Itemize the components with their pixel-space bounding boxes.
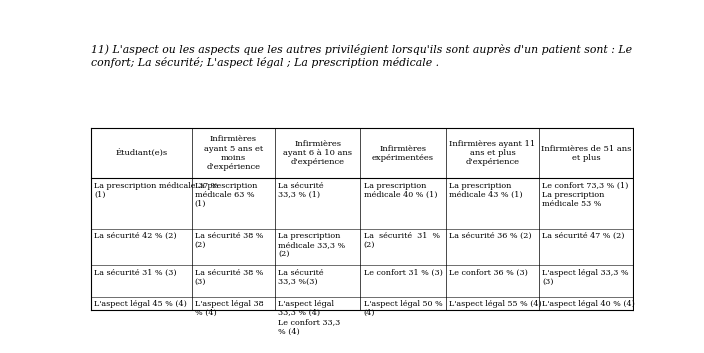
Text: Le confort 73,3 % (1)
La prescription
médicale 53 %: Le confort 73,3 % (1) La prescription mé… <box>542 181 629 208</box>
Text: Infirmières de 51 ans
et plus: Infirmières de 51 ans et plus <box>541 144 631 162</box>
Text: L'aspect légal 45 % (4): L'aspect légal 45 % (4) <box>94 300 187 308</box>
Text: La sécurité 42 % (2): La sécurité 42 % (2) <box>94 232 177 240</box>
FancyBboxPatch shape <box>91 128 632 310</box>
Text: 11) L'aspect ou les aspects que les autres privilégient lorsqu'ils sont auprès d: 11) L'aspect ou les aspects que les autr… <box>91 44 631 55</box>
Text: L'aspect légal 38
% (4): L'aspect légal 38 % (4) <box>195 300 263 317</box>
Text: La sécurité 47 % (2): La sécurité 47 % (2) <box>542 232 625 240</box>
Text: La prescription
médicale 63 %
(1): La prescription médicale 63 % (1) <box>195 181 257 208</box>
Text: confort; La sécurité; L'aspect légal ; La prescription médicale .: confort; La sécurité; L'aspect légal ; L… <box>91 57 439 68</box>
Text: La sécurité 38 %
(2): La sécurité 38 % (2) <box>195 232 263 249</box>
Text: La sécurité
33,3 %(3): La sécurité 33,3 %(3) <box>279 269 324 286</box>
Text: La  sécurité  31  %
(2): La sécurité 31 % (2) <box>364 232 440 249</box>
Text: Infirmières
ayant 5 ans et
moins
d'expérience: Infirmières ayant 5 ans et moins d'expér… <box>203 135 263 171</box>
Text: L'aspect légal 40 % (4): L'aspect légal 40 % (4) <box>542 300 635 308</box>
Text: La sécurité 36 % (2): La sécurité 36 % (2) <box>449 232 532 240</box>
Text: Le confort 31 % (3): Le confort 31 % (3) <box>364 269 443 276</box>
Text: Infirmières
expérimentées: Infirmières expérimentées <box>372 144 434 162</box>
Text: La prescription
médicale 33,3 %
(2): La prescription médicale 33,3 % (2) <box>279 232 346 258</box>
Text: Le confort 36 % (3): Le confort 36 % (3) <box>449 269 528 276</box>
Text: La sécurité 31 % (3): La sécurité 31 % (3) <box>94 269 177 276</box>
Text: L'aspect légal 55 % (4): L'aspect légal 55 % (4) <box>449 300 542 308</box>
Text: Infirmières ayant 11
ans et plus
d'expérience: Infirmières ayant 11 ans et plus d'expér… <box>449 140 536 166</box>
Text: Étudiant(e)s: Étudiant(e)s <box>115 149 168 157</box>
Text: L'aspect légal 33,3 %
(3): L'aspect légal 33,3 % (3) <box>542 269 629 286</box>
Text: L'aspect légal 50 %
(4): L'aspect légal 50 % (4) <box>364 300 443 317</box>
Text: La sécurité 38 %
(3): La sécurité 38 % (3) <box>195 269 263 286</box>
Text: La prescription médicale 37 %
(1): La prescription médicale 37 % (1) <box>94 181 218 199</box>
Text: La prescription
médicale 43 % (1): La prescription médicale 43 % (1) <box>449 181 522 199</box>
Text: Infirmières
ayant 6 à 10 ans
d'expérience: Infirmières ayant 6 à 10 ans d'expérienc… <box>283 140 352 166</box>
Text: La prescription
médicale 40 % (1): La prescription médicale 40 % (1) <box>364 181 437 199</box>
Text: L'aspect légal
33,3 % (4)
Le confort 33,3
% (4): L'aspect légal 33,3 % (4) Le confort 33,… <box>279 300 341 335</box>
Text: La sécurité
33,3 % (1): La sécurité 33,3 % (1) <box>279 181 324 199</box>
